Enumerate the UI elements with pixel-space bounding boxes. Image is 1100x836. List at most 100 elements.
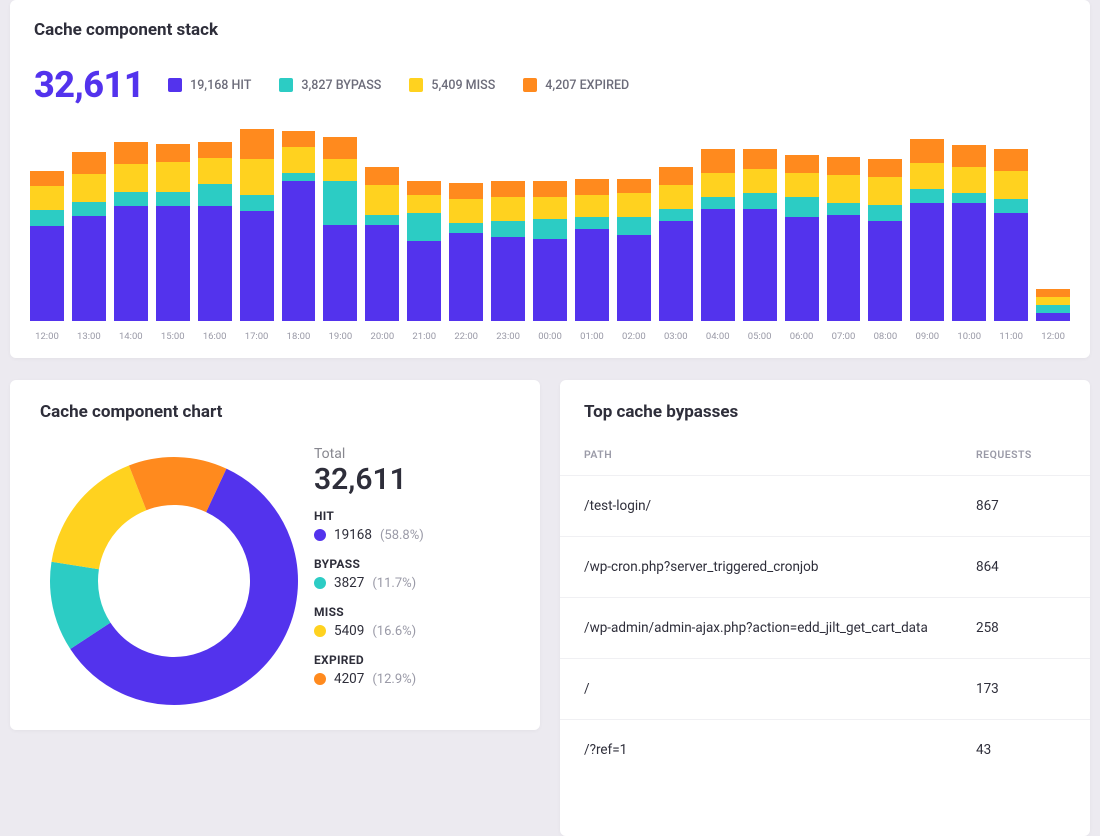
donut-legend-pct: (16.6%) <box>372 624 416 639</box>
bar-col[interactable] <box>407 126 441 321</box>
bar-seg-miss <box>30 186 64 210</box>
bypass-path: /wp-cron.php?server_triggered_cronjob <box>584 559 976 575</box>
x-tick: 18:00 <box>282 331 316 342</box>
bar-col[interactable] <box>491 126 525 321</box>
x-tick: 11:00 <box>994 331 1028 342</box>
bar-seg-bypass <box>743 193 777 209</box>
bypass-requests: 864 <box>976 559 1066 575</box>
legend-item-expired[interactable]: 4,207 EXPIRED <box>523 78 629 93</box>
bar-seg-hit <box>868 221 902 321</box>
bar-col[interactable] <box>701 126 735 321</box>
bar-seg-miss <box>114 164 148 192</box>
bar-seg-hit <box>994 213 1028 321</box>
bar-col[interactable] <box>240 126 274 321</box>
bar-col[interactable] <box>827 126 861 321</box>
x-tick: 12:00 <box>1036 331 1070 342</box>
bar-col[interactable] <box>743 126 777 321</box>
donut-legend-value: 5409 <box>334 623 364 639</box>
bar-seg-bypass <box>659 209 693 221</box>
legend-item-bypass[interactable]: 3,827 BYPASS <box>279 78 381 93</box>
bar-seg-bypass <box>449 223 483 233</box>
bar-seg-hit <box>785 217 819 321</box>
bar-col[interactable] <box>449 126 483 321</box>
bar-seg-expired <box>156 144 190 162</box>
bar-seg-bypass <box>617 217 651 235</box>
stack-legend: 19,168 HIT 3,827 BYPASS 5,409 MISS 4,207 EX… <box>168 78 629 93</box>
bar-col[interactable] <box>282 126 316 321</box>
bar-col[interactable] <box>198 126 232 321</box>
bar-col[interactable] <box>1036 126 1070 321</box>
bar-col[interactable] <box>575 126 609 321</box>
bar-seg-bypass <box>323 181 357 225</box>
bar-seg-expired <box>491 181 525 197</box>
bar-seg-expired <box>407 181 441 195</box>
bar-seg-expired <box>952 145 986 167</box>
legend-item-hit[interactable]: 19,168 HIT <box>168 78 251 93</box>
donut-legend-value: 3827 <box>334 575 364 591</box>
bar-col[interactable] <box>533 126 567 321</box>
bar-col[interactable] <box>868 126 902 321</box>
bar-seg-hit <box>701 209 735 321</box>
bar-seg-miss <box>868 177 902 205</box>
stacked-bar-x-axis: 12:0013:0014:0015:0016:0017:0018:0019:00… <box>28 321 1072 342</box>
x-tick: 19:00 <box>323 331 357 342</box>
donut-legend-item-miss[interactable]: MISS5409(16.6%) <box>314 605 516 639</box>
bar-seg-bypass <box>785 197 819 217</box>
bypass-row[interactable]: /test-login/867 <box>560 475 1090 536</box>
bypass-requests: 867 <box>976 498 1066 514</box>
legend-label-miss: 5,409 MISS <box>431 78 495 93</box>
donut-legend-item-bypass[interactable]: BYPASS3827(11.7%) <box>314 557 516 591</box>
bar-seg-bypass <box>72 202 106 216</box>
bar-col[interactable] <box>785 126 819 321</box>
bar-seg-miss <box>156 162 190 192</box>
bar-col[interactable] <box>323 126 357 321</box>
cache-donut-card: Cache component chart Total 32,611 HIT19… <box>10 380 540 730</box>
x-tick: 01:00 <box>575 331 609 342</box>
bar-seg-bypass <box>198 184 232 206</box>
bar-seg-miss <box>449 199 483 223</box>
donut-chart <box>34 436 314 716</box>
legend-item-miss[interactable]: 5,409 MISS <box>409 78 495 93</box>
donut-legend-value: 4207 <box>334 671 364 687</box>
bar-seg-expired <box>868 159 902 177</box>
bar-seg-expired <box>240 129 274 159</box>
bar-seg-bypass <box>994 199 1028 213</box>
bar-seg-miss <box>701 173 735 197</box>
legend-label-hit: 19,168 HIT <box>190 78 251 93</box>
bar-col[interactable] <box>30 126 64 321</box>
bar-col[interactable] <box>994 126 1028 321</box>
x-tick: 10:00 <box>952 331 986 342</box>
donut-total-label: Total <box>314 446 516 462</box>
bar-col[interactable] <box>910 126 944 321</box>
x-tick: 09:00 <box>910 331 944 342</box>
bar-seg-hit <box>533 239 567 321</box>
legend-swatch-expired <box>523 78 537 92</box>
bar-col[interactable] <box>617 126 651 321</box>
bar-col[interactable] <box>365 126 399 321</box>
bar-seg-bypass <box>114 192 148 206</box>
bar-col[interactable] <box>156 126 190 321</box>
bar-seg-hit <box>1036 313 1070 321</box>
bar-seg-miss <box>491 197 525 221</box>
bypass-row[interactable]: /173 <box>560 658 1090 719</box>
x-tick: 15:00 <box>156 331 190 342</box>
legend-label-expired: 4,207 EXPIRED <box>545 78 629 93</box>
bar-col[interactable] <box>72 126 106 321</box>
bar-seg-hit <box>365 225 399 321</box>
bar-col[interactable] <box>659 126 693 321</box>
bypass-title: Top cache bypasses <box>560 402 1090 422</box>
bar-seg-bypass <box>156 192 190 206</box>
donut-legend-item-expired[interactable]: EXPIRED4207(12.9%) <box>314 653 516 687</box>
bar-seg-expired <box>282 131 316 147</box>
bypass-row[interactable]: /wp-admin/admin-ajax.php?action=edd_jilt… <box>560 597 1090 658</box>
donut-legend: Total 32,611 HIT19168(58.8%)BYPASS3827(1… <box>314 436 516 716</box>
bar-seg-hit <box>659 221 693 321</box>
bar-col[interactable] <box>114 126 148 321</box>
bar-seg-hit <box>407 241 441 321</box>
donut-legend-item-hit[interactable]: HIT19168(58.8%) <box>314 509 516 543</box>
bar-seg-miss <box>743 169 777 193</box>
bar-col[interactable] <box>952 126 986 321</box>
bar-seg-hit <box>575 229 609 321</box>
bypass-row[interactable]: /?ref=143 <box>560 719 1090 780</box>
bypass-row[interactable]: /wp-cron.php?server_triggered_cronjob864 <box>560 536 1090 597</box>
